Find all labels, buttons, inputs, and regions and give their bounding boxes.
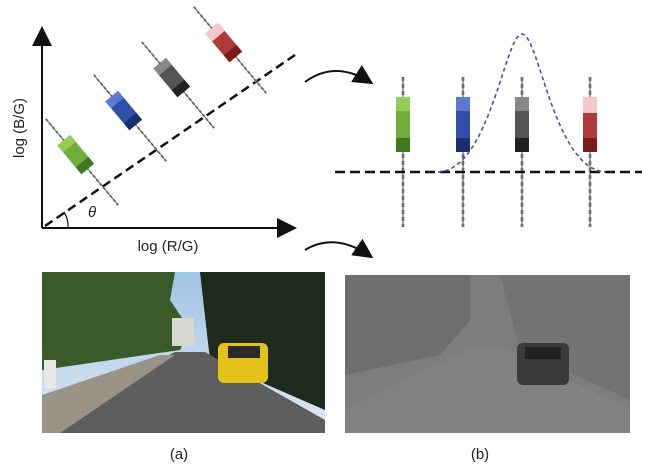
panel-label: (b) (471, 446, 489, 463)
x-axis-label: log (R/G) (138, 238, 199, 255)
invariant-image (345, 275, 630, 433)
projected-cylinders (335, 34, 642, 227)
log-chroma-axes: θ log (R/G) log (B/G) (11, 30, 295, 255)
arrow (305, 71, 370, 82)
tilted-cylinders (40, 2, 273, 211)
y-axis-label: log (B/G) (11, 98, 28, 158)
road-photo (42, 272, 325, 433)
panel-label: (a) (170, 446, 188, 463)
arrow (305, 242, 370, 256)
angle-label: θ (88, 204, 96, 221)
figure: θ log (R/G) log (B/G) (0, 0, 654, 468)
